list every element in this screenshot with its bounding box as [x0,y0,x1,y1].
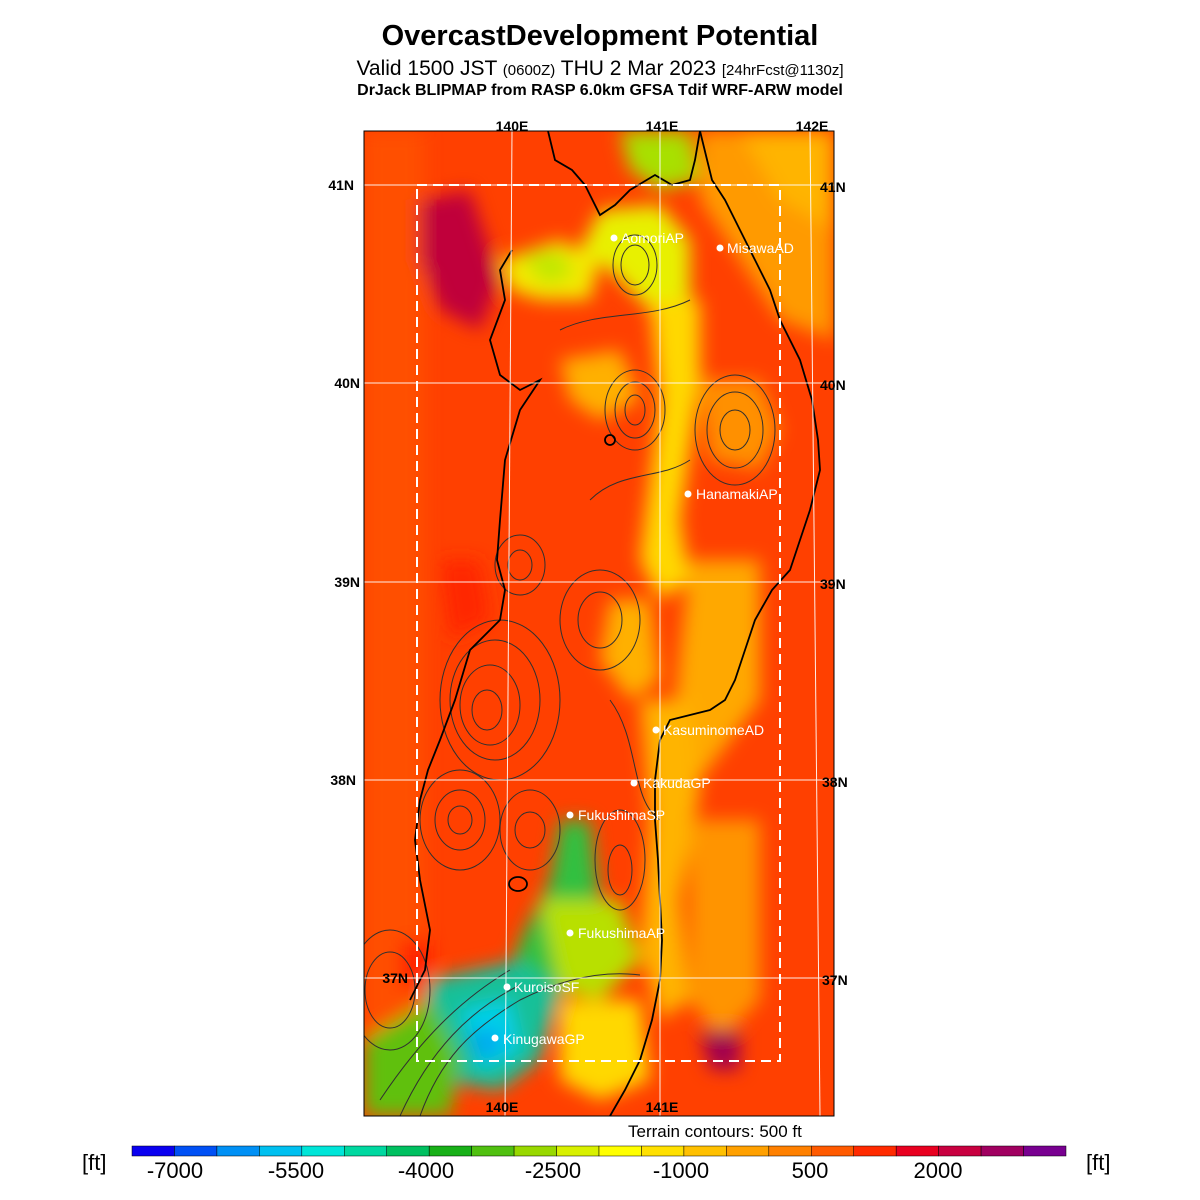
colorbar-swatch [726,1145,770,1157]
colorbar-swatch [598,1145,642,1157]
colorbar-swatch [174,1145,218,1157]
colorbar-unit-right: [ft] [1086,1150,1111,1175]
colorbar-swatch [683,1145,727,1157]
station-label: HanamakiAP [696,486,778,502]
page-title: OvercastDevelopment Potential [381,20,819,52]
colorbar-swatch [811,1145,854,1157]
top-lon-label: 141E [646,118,679,134]
right-lat-label: 41N [820,179,846,195]
colorbar-tick-label: -7000 [146,1158,204,1183]
colorbar-swatch [259,1145,303,1157]
colorbar-swatch [301,1145,345,1157]
terrain-contours [364,234,776,1116]
station-label: KasuminomeAD [663,722,764,738]
model-info: DrJack BLIPMAP from RASP 6.0km GFSA Tdif… [357,82,843,99]
bottom-lon-label: 140E [486,1099,519,1115]
colorbar-tick-label: -2500 [524,1158,582,1183]
inner-domain-box [416,184,781,1062]
station-marker [630,779,638,787]
bottom-lon-label: 141E [646,1099,679,1115]
right-lat-label: 37N [822,972,848,988]
colorbar-tick-label: -5500 [267,1158,325,1183]
left-lat-label: 40N [334,375,360,391]
station-label: KinugawaGP [503,1031,585,1047]
valid-date: THU 2 Mar 2023 [560,57,717,80]
colorbar-unit-left: [ft] [82,1150,107,1175]
station-marker [503,983,511,991]
top-lon-label: 142E [796,118,829,134]
colorbar-tick-label: 500 [791,1158,829,1183]
left-lat-label: 39N [334,574,360,590]
left-lat-label: 37N [382,970,408,986]
colorbar-swatch [980,1145,1024,1157]
colorbar-tick-label: -1000 [652,1158,710,1183]
left-lat-label: 38N [330,772,356,788]
station-label: KakudaGP [643,775,711,791]
colorbar-tick-label: 2000 [913,1158,963,1183]
top-lon-label: 140E [496,118,529,134]
map-frame [363,130,835,1117]
colorbar-swatch [895,1145,939,1157]
colorbar-swatch [513,1145,557,1157]
contour-note: Terrain contours: 500 ft [628,1122,802,1141]
colorbar-swatch [556,1145,600,1157]
station-marker [684,490,692,498]
station-marker [716,244,724,252]
station-label: AomoriAP [621,230,684,246]
valid-time: Valid 1500 JST (0600Z) THU 2 Mar 2023 [2… [0,57,1200,81]
station-marker [652,726,660,734]
colorbar-swatch [386,1145,430,1157]
colorbar-swatch [853,1145,897,1157]
valid-zulu: (0600Z) [502,62,556,79]
colorbar-tick-label: -4000 [397,1158,455,1183]
station-label: FukushimaSP [578,807,665,823]
colorbar-swatch [344,1145,387,1157]
colorbar-swatch [471,1145,515,1157]
station-label: FukushimaAP [578,925,665,941]
station-marker [610,234,618,242]
colorbar-swatch [1023,1145,1067,1157]
station-marker [566,811,574,819]
right-lat-label: 39N [820,576,846,592]
station-marker [491,1034,499,1042]
station-label: MisawaAD [727,240,794,256]
colorbar-swatch [641,1145,685,1157]
valid-prefix: Valid 1500 JST [356,57,497,80]
station-marker [566,929,574,937]
forecast-info: [24hrFcst@1130z] [721,62,844,79]
colorbar-swatch [131,1145,175,1157]
right-lat-label: 38N [822,774,848,790]
colorbar [131,1145,1067,1157]
right-lat-label: 40N [820,377,846,393]
colorbar-swatch [768,1145,812,1157]
colorbar-swatch [938,1145,982,1157]
colorbar-swatch [216,1145,260,1157]
colorbar-swatch [428,1145,472,1157]
left-lat-label: 41N [328,177,354,193]
station-label: KuroisoSF [514,979,579,995]
